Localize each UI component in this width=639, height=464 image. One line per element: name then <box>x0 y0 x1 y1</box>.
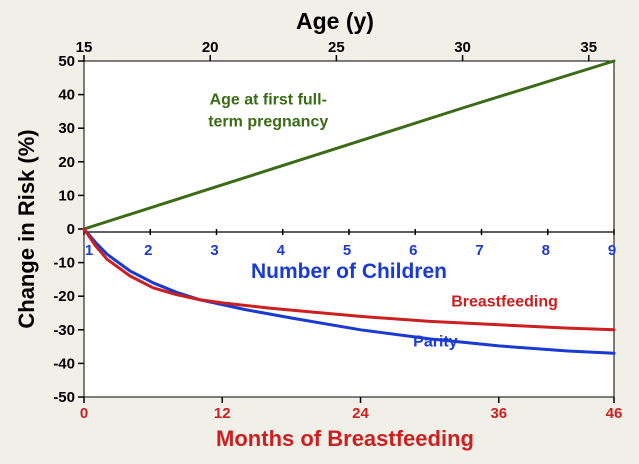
series-label-age-at-first-full-term-pregnancy: Age at first full- <box>210 92 327 109</box>
top-tick-label: 15 <box>76 39 93 56</box>
top-tick-label: 25 <box>328 39 345 56</box>
children-tick-label: 7 <box>475 242 483 259</box>
top-axis-title: Age (y) <box>296 8 374 34</box>
bottom-tick-label: 24 <box>352 405 369 422</box>
children-tick-label: 9 <box>608 242 616 259</box>
top-tick-label: 20 <box>202 39 219 56</box>
series-label-breastfeeding: Breastfeeding <box>451 293 558 310</box>
children-tick-label: 4 <box>277 242 286 259</box>
plot-area: -50 -40 -30 -20 -10 0 10 20 30 40 50 1 2 3 4 5 6 7 8 9 Age… <box>53 53 616 406</box>
bottom-tick-label: 36 <box>490 405 507 422</box>
left-axis: -50 -40 -30 -20 -10 0 10 20 30 40 50 <box>53 53 84 406</box>
top-tick-label: 35 <box>580 39 597 56</box>
bottom-tick-label: 12 <box>214 405 231 422</box>
children-axis: 1 2 3 4 5 6 7 8 9 <box>83 229 616 259</box>
y-tick-label: 0 <box>67 221 75 238</box>
bottom-tick-label: 0 <box>80 405 88 422</box>
top-axis: 15 20 25 30 35 <box>76 39 597 61</box>
top-tick-label: 30 <box>454 39 471 56</box>
y-tick-label: -30 <box>53 322 75 339</box>
y-tick-label: 30 <box>58 120 75 137</box>
y-tick-label: 50 <box>58 53 75 70</box>
series-label-age-at-first-full-term-pregnancy: term pregnancy <box>208 114 328 131</box>
children-tick-label: 8 <box>542 242 550 259</box>
series-labels: Age at first full-term pregnancy Parity Br… <box>208 92 558 351</box>
y-tick-label: 40 <box>58 87 75 104</box>
y-axis-title: Change in Risk (%) <box>14 129 39 328</box>
series-label-parity: Parity <box>413 334 458 351</box>
series-line-breastfeeding <box>82 227 616 332</box>
bottom-tick-label: 46 <box>606 405 623 422</box>
children-tick-label: 2 <box>144 242 152 259</box>
children-tick-label: 3 <box>210 242 218 259</box>
y-tick-label: -10 <box>53 255 75 272</box>
children-tick-label: 5 <box>343 242 351 259</box>
series-layer <box>82 59 616 355</box>
series-line-parity <box>82 227 616 355</box>
bottom-axis-title: Months of Breastfeeding <box>216 426 474 451</box>
children-tick-label: 6 <box>409 242 417 259</box>
y-tick-label: -20 <box>53 288 75 305</box>
series-line-age-at-first-full-term-pregnancy <box>82 59 616 231</box>
children-axis-title: Number of Children <box>251 260 447 283</box>
y-tick-label: -40 <box>53 355 75 372</box>
y-tick-label: 10 <box>58 187 75 204</box>
y-tick-label: -50 <box>53 389 75 406</box>
children-tick-label: 1 <box>85 242 93 259</box>
bottom-axis: 0 12 24 36 46 <box>80 397 623 422</box>
y-tick-label: 20 <box>58 154 75 171</box>
